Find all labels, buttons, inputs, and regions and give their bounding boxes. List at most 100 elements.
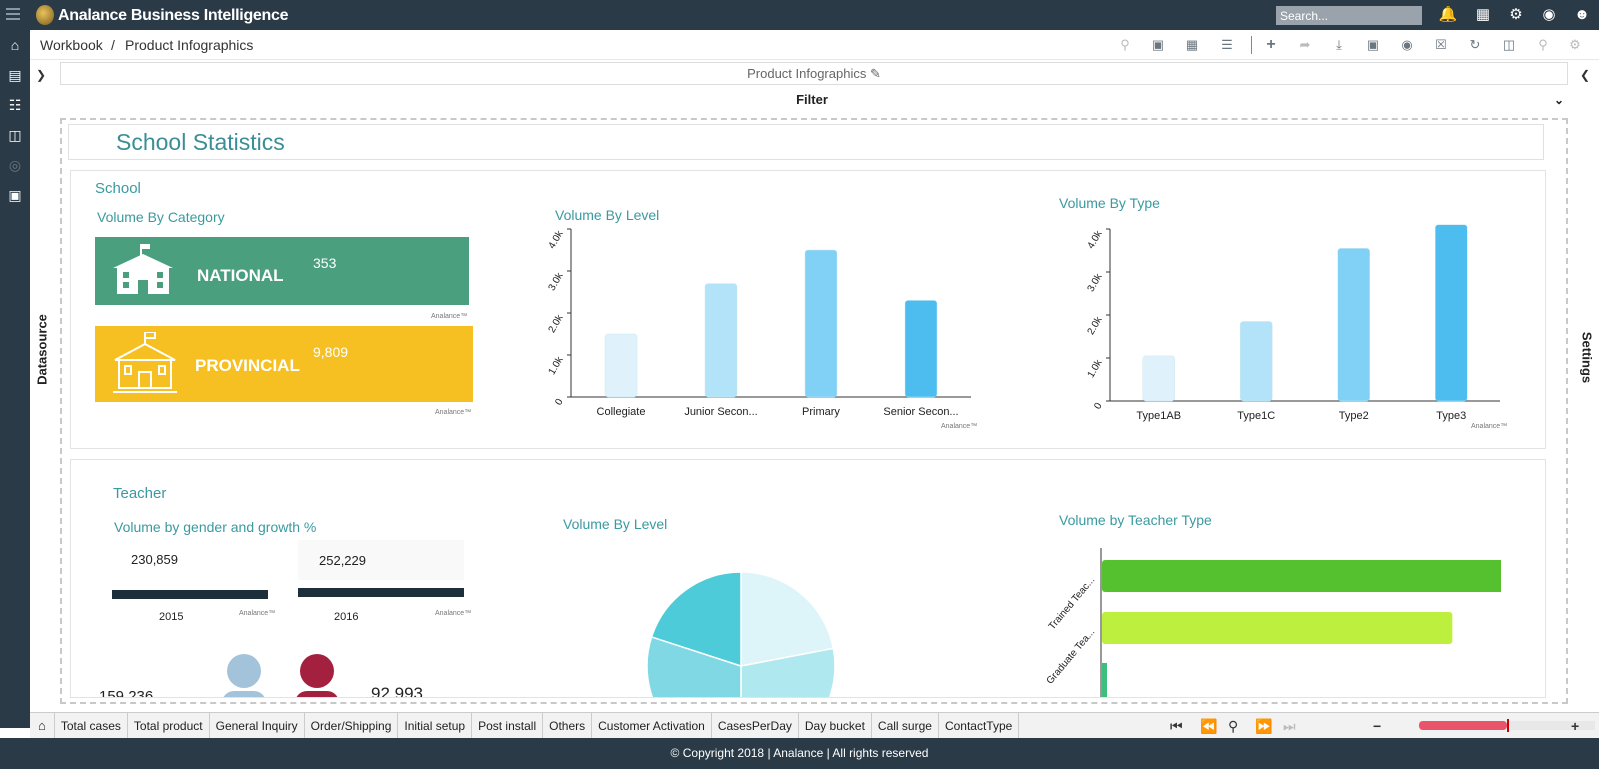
chevron-right-icon[interactable]: ❯ [36, 68, 47, 82]
sheet-tab[interactable]: General Inquiry [210, 713, 305, 739]
sheet-tab-bar: ⌂ Total cases Total product General Inquir… [30, 712, 1599, 739]
home-icon[interactable]: ⌂ [10, 37, 20, 53]
user-icon[interactable]: ☻ [1574, 6, 1590, 23]
gear-icon[interactable]: ⚙ [1509, 6, 1523, 23]
sheet-tab[interactable]: Day bucket [799, 713, 872, 739]
pie-slice[interactable] [740, 571, 835, 667]
grid-icon[interactable]: ▦ [1185, 37, 1199, 52]
sheet-tab[interactable]: Customer Activation [592, 713, 712, 739]
last-page-icon[interactable]: ⏭ [1283, 718, 1296, 734]
prev-page-icon[interactable]: ⏪ [1200, 718, 1218, 734]
sheet-tab[interactable]: Post install [472, 713, 544, 739]
type-bar[interactable] [1142, 355, 1175, 402]
level-bar[interactable] [904, 300, 938, 398]
edit-pencil-icon[interactable]: ✎ [869, 66, 881, 81]
pie-slice[interactable] [650, 571, 742, 668]
search-sheet-icon[interactable]: ⚲ [1228, 718, 1239, 734]
teacher-type-bar[interactable] [1102, 560, 1501, 592]
settings-gears-icon[interactable]: ⚙ [1569, 37, 1581, 52]
provincial-tile[interactable]: PROVINCIAL 9,809 [95, 326, 473, 402]
teacher-type-bar[interactable] [1102, 663, 1107, 698]
dashboard-title: School Statistics [116, 129, 285, 155]
type-bar[interactable] [1435, 224, 1468, 402]
male-count: 159,236 [99, 688, 154, 698]
level-pie-chart[interactable] [641, 564, 841, 698]
search-icon[interactable]: ⚲ [1120, 37, 1130, 52]
national-tile[interactable]: NATIONAL 353 [95, 237, 469, 305]
female-count: 92,993 [371, 684, 423, 698]
level-bar[interactable] [804, 249, 838, 398]
type-bar[interactable] [1337, 248, 1370, 402]
filter-bar[interactable]: Filter ⌄ [52, 88, 1572, 112]
level-chart-title: Volume By Level [555, 207, 660, 223]
sheet-tab[interactable]: Call surge [872, 713, 939, 739]
hide-icon[interactable]: ◉ [1401, 37, 1413, 52]
type-bar-chart[interactable]: 0 1.0k 2.0k 3.0k 4.0k Type1AB Type1C Type2 Type3 [1035, 219, 1505, 437]
school-card: School Volume By Category NATIONAL 353 A… [70, 170, 1546, 449]
notebook-icon[interactable]: ◫ [8, 127, 22, 143]
datasource-panel[interactable]: ❯ Datasource [30, 60, 52, 728]
add-icon[interactable]: + [1266, 36, 1276, 53]
breadcrumb-separator: / [111, 37, 115, 53]
year-2016-box [298, 540, 464, 580]
database-icon[interactable]: ☷ [8, 97, 22, 113]
bell-icon[interactable]: 🔔 [1438, 6, 1458, 23]
zoom-in-icon[interactable]: + [1571, 718, 1580, 734]
level-bar-chart[interactable]: 0 1.0k 2.0k 3.0k 4.0k Collegiate Junior Secon.… [531, 225, 981, 435]
pin-icon[interactable]: ⚲ [1538, 37, 1548, 52]
footer: © Copyright 2018 | Analance | All rights… [0, 738, 1599, 769]
zoom-slider[interactable] [1419, 719, 1595, 732]
download-icon[interactable]: ⤓ [1336, 37, 1342, 52]
calendar-icon[interactable]: ▦ [1475, 6, 1491, 23]
list-icon[interactable]: ☰ [1221, 37, 1233, 52]
schedule-icon[interactable]: ▣ [8, 187, 22, 203]
year-2016-bar [298, 588, 464, 597]
settings-panel[interactable]: ❮ Settings [1572, 60, 1599, 728]
chevron-down-icon[interactable]: ⌄ [1553, 93, 1564, 107]
y-tick-label: Trained Teac... [1047, 575, 1098, 632]
sheet-tab[interactable]: CasesPerDay [712, 713, 799, 739]
watermark: Analance™ [239, 610, 276, 617]
datasource-label[interactable]: Datasource [34, 314, 50, 385]
zoom-slider-thumb[interactable] [1507, 719, 1509, 732]
delete-icon[interactable]: ☒ [1435, 37, 1447, 52]
folder-icon[interactable]: ▤ [8, 67, 22, 83]
first-page-icon[interactable]: ⏮ [1170, 718, 1183, 734]
workbook-title-box[interactable]: Product Infographics ✎ [60, 62, 1568, 85]
breadcrumb-workbook[interactable]: Workbook [40, 37, 103, 53]
breadcrumb-current: Product Infographics [125, 37, 254, 53]
dashboard-title-box: School Statistics [68, 124, 1544, 160]
search-input[interactable] [1276, 6, 1422, 25]
refresh-icon[interactable]: ↻ [1469, 37, 1481, 52]
zoom-out-icon[interactable]: − [1373, 718, 1382, 734]
settings-label[interactable]: Settings [1579, 331, 1595, 384]
export-icon[interactable]: ◫ [1502, 37, 1516, 52]
save-icon[interactable]: ▣ [1151, 37, 1165, 52]
sheet-tab[interactable]: Initial setup [398, 713, 473, 739]
next-page-icon[interactable]: ⏩ [1255, 718, 1273, 734]
sheet-tab[interactable]: Order/Shipping [305, 713, 399, 739]
sheet-tab[interactable]: ContactType [939, 713, 1020, 739]
chevron-left-icon[interactable]: ❮ [1580, 68, 1591, 82]
top-bar: Analance Business Intelligence 🔔 ▦ ⚙ ◉ ☻ [0, 0, 1599, 30]
share-icon[interactable]: ➦ [1299, 37, 1311, 52]
present-icon[interactable]: ▣ [1366, 37, 1380, 52]
target-icon[interactable]: ◎ [8, 157, 22, 173]
y-tick-label: 3.0k [547, 270, 566, 293]
level-bar[interactable] [604, 333, 638, 398]
sheet-tab[interactable]: Total cases [55, 713, 128, 739]
menu-icon[interactable] [6, 8, 20, 20]
level-bar[interactable] [704, 283, 738, 398]
pie-slice[interactable] [646, 636, 742, 698]
type-bar[interactable] [1240, 321, 1273, 402]
sheet-tab[interactable]: Others [543, 713, 593, 739]
sheet-tab[interactable]: Total product [128, 713, 210, 739]
year-2016-value: 252,229 [319, 553, 366, 568]
y-tick-label: Graduate Tea... [1045, 627, 1098, 687]
globe-icon[interactable]: ◉ [1542, 6, 1556, 23]
pie-slice[interactable] [740, 647, 836, 698]
home-tab-icon[interactable]: ⌂ [30, 713, 55, 739]
teacher-type-bar-chart[interactable]: Trained Teac...Graduate Tea... [971, 548, 1501, 698]
teacher-type-bar[interactable] [1102, 612, 1453, 644]
x-tick-label: Type3 [1436, 410, 1466, 422]
